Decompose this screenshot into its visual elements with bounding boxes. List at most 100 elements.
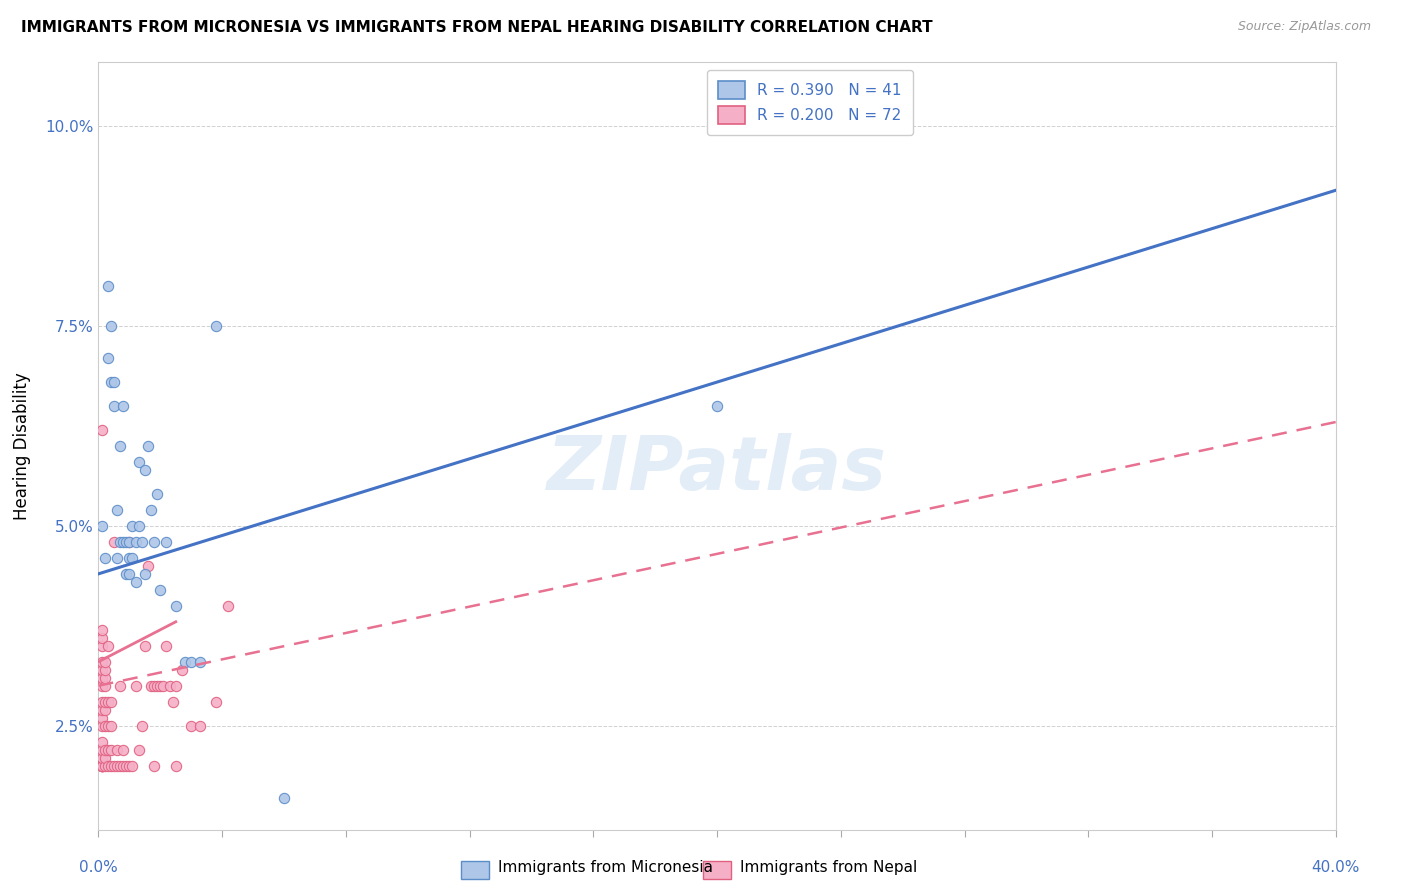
Point [97,351,120,365]
Point [706,399,728,413]
Point [93,695,115,709]
Text: IMMIGRANTS FROM MICRONESIA VS IMMIGRANTS FROM NEPAL HEARING DISABILITY CORRELATI: IMMIGRANTS FROM MICRONESIA VS IMMIGRANTS… [21,20,932,35]
Point [115,758,138,772]
Point [90,742,112,756]
Point [131,534,153,549]
Point [93,663,115,677]
Point [128,742,150,756]
Point [115,566,138,581]
Point [100,742,122,756]
Point [121,758,143,772]
Point [128,455,150,469]
Point [90,631,112,645]
Point [103,375,125,389]
Point [93,679,115,693]
Legend: R = 0.390   N = 41, R = 0.200   N = 72: R = 0.390 N = 41, R = 0.200 N = 72 [707,70,912,135]
Point [146,487,169,501]
Point [162,695,184,709]
Text: Immigrants from Micronesia: Immigrants from Micronesia [498,860,713,874]
Point [103,758,125,772]
Point [105,550,128,565]
Text: ZIPatlas: ZIPatlas [547,433,887,506]
Point [108,758,131,772]
Point [105,742,128,756]
Point [190,655,212,669]
Point [134,566,156,581]
Text: Immigrants from Nepal: Immigrants from Nepal [740,860,917,874]
Point [118,534,141,549]
Point [90,750,112,764]
Point [100,758,122,772]
Point [103,534,125,549]
Point [118,550,141,565]
Point [90,695,112,709]
Point [90,758,112,772]
Y-axis label: Hearing Disability: Hearing Disability [13,372,31,520]
Point [97,742,120,756]
Point [90,623,112,637]
Point [100,695,122,709]
Point [100,319,122,334]
Point [90,758,112,772]
Point [143,534,166,549]
Point [124,679,146,693]
Point [112,534,135,549]
Point [155,534,177,549]
Point [124,574,146,589]
Point [97,279,120,293]
Point [97,695,120,709]
Point [90,655,112,669]
Point [105,503,128,517]
Point [139,503,162,517]
Point [97,639,120,653]
Point [90,719,112,733]
Point [112,399,135,413]
Point [108,679,131,693]
Point [90,711,112,725]
Point [100,375,122,389]
Point [174,655,197,669]
Point [90,758,112,772]
Point [112,742,135,756]
Point [190,719,212,733]
Point [90,758,112,772]
Point [165,679,187,693]
Point [136,439,159,453]
Point [90,734,112,748]
Point [97,758,120,772]
Point [170,663,193,677]
Point [165,758,187,772]
Point [90,671,112,685]
Point [136,558,159,573]
Point [93,655,115,669]
Point [118,758,141,772]
Point [112,758,135,772]
Text: 40.0%: 40.0% [1312,860,1360,875]
Point [146,679,169,693]
Point [217,599,239,613]
Point [93,671,115,685]
Point [121,550,143,565]
Point [100,719,122,733]
Point [180,655,202,669]
Point [121,519,143,533]
Point [93,758,115,772]
Point [134,639,156,653]
Text: 0.0%: 0.0% [79,860,118,875]
Point [152,679,174,693]
Point [131,719,153,733]
Point [155,639,177,653]
Point [165,599,187,613]
Point [93,742,115,756]
Point [149,582,172,597]
Point [90,758,112,772]
Point [134,463,156,477]
Point [108,439,131,453]
Point [93,550,115,565]
Point [105,758,128,772]
Point [273,790,295,805]
Text: Source: ZipAtlas.com: Source: ZipAtlas.com [1237,20,1371,33]
Point [90,703,112,717]
Point [118,566,141,581]
Point [149,679,172,693]
